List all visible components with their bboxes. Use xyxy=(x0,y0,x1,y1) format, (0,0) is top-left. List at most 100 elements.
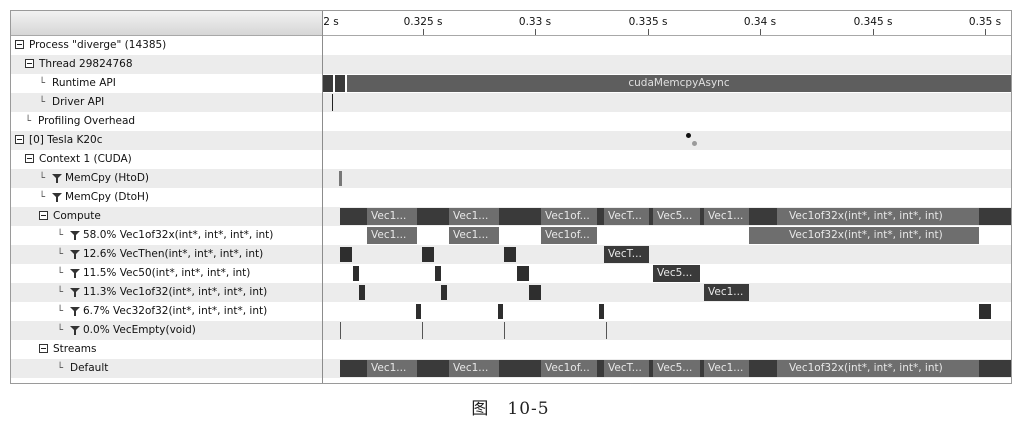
tree-row[interactable]: └ MemCpy (HtoD) xyxy=(11,169,322,188)
kernel-segment[interactable] xyxy=(417,208,449,225)
kernel-segment[interactable] xyxy=(649,360,653,377)
tree-row[interactable]: └ 58.0% Vec1of32x(int*, int*, int*, int) xyxy=(11,226,322,245)
runtime-api-call[interactable] xyxy=(323,75,333,92)
kernel-segment[interactable] xyxy=(417,360,449,377)
runtime-api-call[interactable]: cudaMemcpyAsync xyxy=(347,75,1011,92)
tree-row[interactable]: Compute xyxy=(11,207,322,226)
collapse-icon[interactable] xyxy=(39,344,48,353)
filter-icon[interactable] xyxy=(70,231,80,240)
kernel-segment[interactable] xyxy=(700,208,704,225)
kernel-segment[interactable]: Vec1... xyxy=(704,208,749,225)
filter-icon[interactable] xyxy=(52,193,62,202)
kernel-segment[interactable] xyxy=(498,304,503,319)
collapse-icon[interactable] xyxy=(15,135,24,144)
kernel-segment[interactable] xyxy=(504,322,505,339)
tree-row[interactable]: Streams xyxy=(11,340,322,359)
tree-row[interactable]: └ Driver API xyxy=(11,93,322,112)
kernel-segment[interactable]: VecT... xyxy=(604,208,649,225)
tree-row[interactable]: Context 1 (CUDA) xyxy=(11,150,322,169)
driver-api-call[interactable] xyxy=(332,94,333,111)
filter-icon[interactable] xyxy=(70,307,80,316)
kernel-segment[interactable]: Vec1of32x(int*, int*, int*, int) xyxy=(749,227,979,244)
tree-row[interactable]: └ 0.0% VecEmpty(void) xyxy=(11,321,322,340)
kernel-segment[interactable]: Vec1... xyxy=(449,360,499,377)
kernel-segment[interactable] xyxy=(340,360,367,377)
tree-branch-icon: └ xyxy=(57,306,64,317)
ruler-tick xyxy=(760,29,761,35)
lane-vec50: Vec5... xyxy=(323,264,1011,283)
kernel-segment[interactable] xyxy=(979,208,1011,225)
collapse-icon[interactable] xyxy=(25,154,34,163)
memcpy-htod-op[interactable] xyxy=(339,171,342,186)
kernel-segment[interactable] xyxy=(979,360,1011,377)
kernel-segment[interactable]: Vec1of32x(int*, int*, int*, int) xyxy=(777,360,979,377)
tree-row[interactable]: └ Runtime API xyxy=(11,74,322,93)
kernel-segment[interactable] xyxy=(517,266,529,281)
tree-row[interactable]: └ 12.6% VecThen(int*, int*, int*, int) xyxy=(11,245,322,264)
kernel-segment[interactable] xyxy=(359,285,365,300)
timeline-panel[interactable]: 2 s 0.325 s 0.33 s 0.335 s 0.34 s 0.345 … xyxy=(323,11,1011,383)
tree-row[interactable]: └ 6.7% Vec32of32(int*, int*, int*, int) xyxy=(11,302,322,321)
runtime-api-call[interactable] xyxy=(335,75,345,92)
filter-icon[interactable] xyxy=(70,269,80,278)
kernel-segment[interactable]: Vec1... xyxy=(704,284,749,301)
filter-icon[interactable] xyxy=(70,250,80,259)
kernel-segment[interactable] xyxy=(416,304,421,319)
kernel-segment[interactable]: Vec1of... xyxy=(541,227,597,244)
kernel-segment[interactable]: Vec5... xyxy=(653,360,700,377)
kernel-segment[interactable] xyxy=(504,247,516,262)
kernel-segment[interactable] xyxy=(340,208,367,225)
collapse-icon[interactable] xyxy=(15,40,24,49)
kernel-segment[interactable] xyxy=(353,266,359,281)
kernel-segment[interactable]: Vec1... xyxy=(367,227,417,244)
tree-row[interactable]: Thread 29824768 xyxy=(11,55,322,74)
kernel-segment[interactable]: Vec1of32x(int*, int*, int*, int) xyxy=(777,208,979,225)
filter-icon[interactable] xyxy=(52,174,62,183)
kernel-segment[interactable] xyxy=(749,360,777,377)
lane-vec32of32 xyxy=(323,302,1011,321)
filter-icon[interactable] xyxy=(70,326,80,335)
kernel-segment[interactable]: Vec1... xyxy=(449,208,499,225)
kernel-segment[interactable]: Vec1of... xyxy=(541,360,597,377)
kernel-segment[interactable] xyxy=(597,208,604,225)
tree-row[interactable]: └ Profiling Overhead xyxy=(11,112,322,131)
kernel-segment[interactable] xyxy=(422,322,423,339)
tree-row[interactable]: └ Default xyxy=(11,359,322,378)
collapse-icon[interactable] xyxy=(25,59,34,68)
tree-row[interactable]: └ MemCpy (DtoH) xyxy=(11,188,322,207)
kernel-segment[interactable] xyxy=(529,285,541,300)
collapse-icon[interactable] xyxy=(39,211,48,220)
kernel-segment[interactable] xyxy=(597,360,604,377)
kernel-segment[interactable] xyxy=(435,266,441,281)
tree-row-label: Default xyxy=(70,362,109,374)
kernel-segment[interactable] xyxy=(700,360,704,377)
kernel-segment[interactable] xyxy=(441,285,447,300)
kernel-segment[interactable] xyxy=(979,304,991,319)
kernel-segment[interactable]: Vec1... xyxy=(704,360,749,377)
time-ruler[interactable]: 2 s 0.325 s 0.33 s 0.335 s 0.34 s 0.345 … xyxy=(323,11,1011,36)
tree-row[interactable]: Process "diverge" (14385) xyxy=(11,36,322,55)
kernel-segment[interactable]: Vec1... xyxy=(367,208,417,225)
tree-row[interactable]: └ 11.5% Vec50(int*, int*, int*, int) xyxy=(11,264,322,283)
kernel-segment[interactable]: VecT... xyxy=(604,360,649,377)
kernel-segment[interactable] xyxy=(599,304,604,319)
kernel-segment[interactable] xyxy=(422,247,434,262)
kernel-segment[interactable] xyxy=(606,322,607,339)
kernel-segment[interactable]: VecT... xyxy=(604,246,649,263)
ruler-tick-label: 0.34 s xyxy=(743,16,777,28)
filter-icon[interactable] xyxy=(70,288,80,297)
kernel-segment[interactable]: Vec5... xyxy=(653,208,700,225)
tree-row[interactable]: [0] Tesla K20c xyxy=(11,131,322,150)
kernel-segment[interactable] xyxy=(499,208,541,225)
kernel-segment[interactable]: Vec5... xyxy=(653,265,700,282)
kernel-segment[interactable] xyxy=(749,208,777,225)
kernel-segment[interactable] xyxy=(499,360,541,377)
kernel-segment[interactable] xyxy=(340,322,341,339)
kernel-segment[interactable]: Vec1... xyxy=(367,360,417,377)
kernel-segment[interactable]: Vec1... xyxy=(449,227,499,244)
tree-row[interactable]: └ 11.3% Vec1of32(int*, int*, int*, int) xyxy=(11,283,322,302)
kernel-segment[interactable]: Vec1of... xyxy=(541,208,597,225)
kernel-segment[interactable] xyxy=(649,208,653,225)
kernel-segment[interactable] xyxy=(340,247,352,262)
lane-device xyxy=(323,131,1011,150)
